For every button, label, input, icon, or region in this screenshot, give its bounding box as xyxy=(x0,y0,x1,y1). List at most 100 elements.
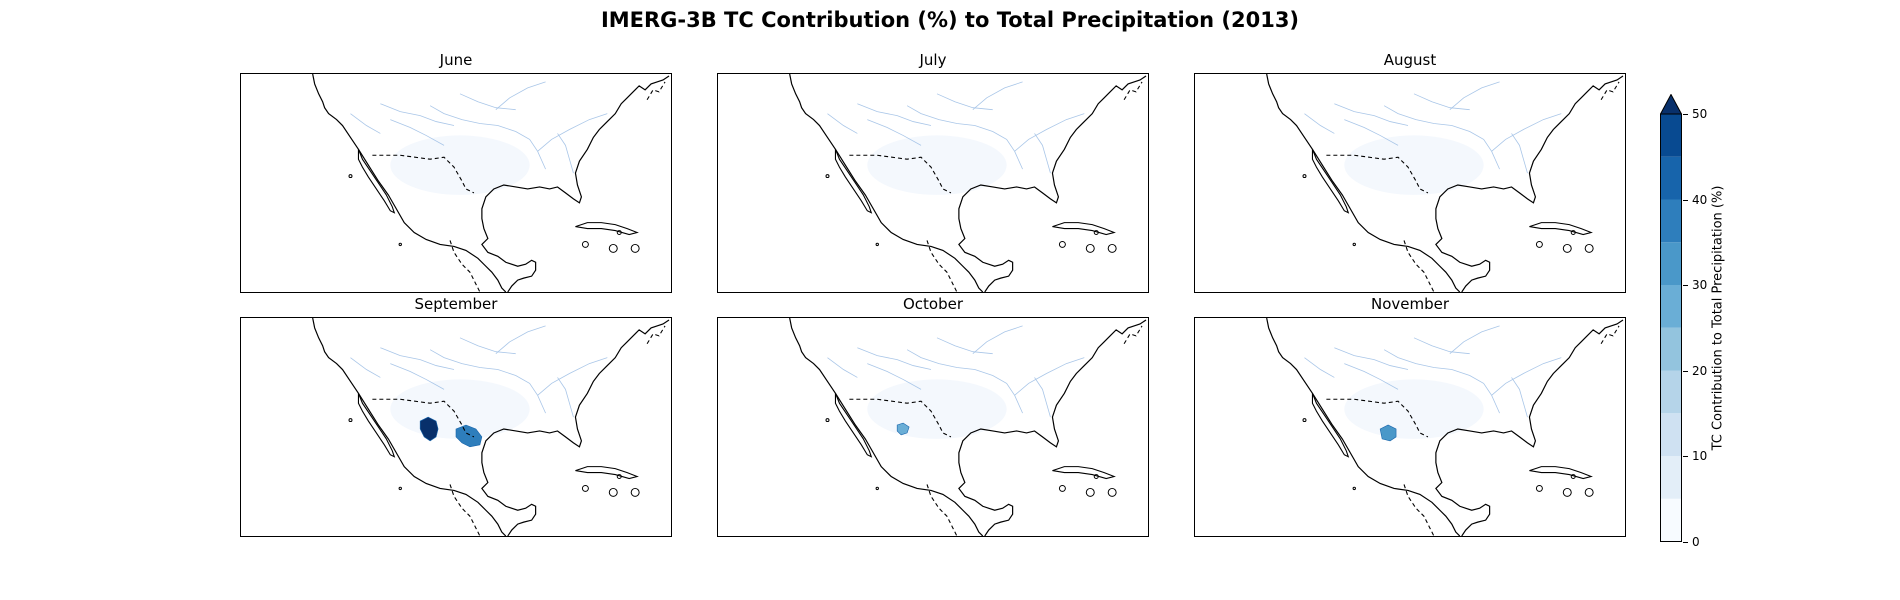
cuba-coastline xyxy=(1052,466,1116,480)
river-line xyxy=(557,133,574,174)
river-line xyxy=(1034,133,1051,174)
colorbar-segment xyxy=(1660,370,1682,414)
river-line xyxy=(972,325,1023,354)
island xyxy=(1352,486,1356,491)
river-line xyxy=(827,113,858,134)
coastline xyxy=(1266,74,1624,292)
panel-title-august: August xyxy=(1383,51,1437,69)
river-line xyxy=(1344,119,1399,146)
colorbar-segment xyxy=(1660,285,1682,328)
river-line xyxy=(429,105,546,170)
river-line xyxy=(1491,113,1562,152)
coastline xyxy=(312,318,670,536)
panel-title-november: November xyxy=(1370,295,1450,313)
river-line xyxy=(495,325,546,354)
island xyxy=(875,242,879,247)
basemap xyxy=(789,74,1147,292)
river-line xyxy=(1334,103,1409,126)
basemap xyxy=(312,74,670,292)
island xyxy=(825,418,830,423)
map-panel-august xyxy=(1194,73,1626,293)
precip-wash xyxy=(1344,379,1484,439)
coastline xyxy=(312,74,670,292)
colorbar-segment xyxy=(1660,327,1682,371)
island xyxy=(608,243,618,253)
colorbar-tick-mark xyxy=(1683,285,1688,286)
island xyxy=(1058,240,1066,248)
island xyxy=(1302,174,1307,179)
island xyxy=(1570,230,1576,236)
island xyxy=(398,486,402,491)
island xyxy=(1535,240,1543,248)
island xyxy=(1058,484,1066,492)
colorbar-segment xyxy=(1660,242,1682,285)
panel-title-june: June xyxy=(439,51,473,69)
river-line xyxy=(857,103,932,126)
island xyxy=(630,487,640,497)
baja-coastline xyxy=(1311,149,1350,214)
river-line xyxy=(1383,105,1500,170)
colorbar-segment xyxy=(1660,413,1682,456)
river-line xyxy=(1413,337,1470,355)
country-border xyxy=(1600,325,1620,345)
island xyxy=(1562,487,1572,497)
river-line xyxy=(390,363,445,390)
river-line xyxy=(380,347,455,370)
basemap xyxy=(789,318,1147,536)
river-line xyxy=(857,347,932,370)
river-line xyxy=(906,105,1023,170)
precip-wash xyxy=(390,135,530,195)
river-line xyxy=(1449,81,1500,110)
country-border xyxy=(1600,81,1620,101)
island xyxy=(398,242,402,247)
river-line xyxy=(380,103,455,126)
precip-wash xyxy=(1344,135,1484,195)
river-line xyxy=(1334,347,1409,370)
country-border xyxy=(1326,398,1435,536)
island xyxy=(581,240,589,248)
river-line xyxy=(1344,363,1399,390)
island xyxy=(825,174,830,179)
colorbar-segment xyxy=(1660,456,1682,499)
river-line xyxy=(906,349,1023,414)
colorbar-segment xyxy=(1660,156,1682,200)
river-line xyxy=(827,357,858,378)
river-line xyxy=(1304,113,1335,134)
tc-contribution-area xyxy=(455,424,483,448)
river-line xyxy=(1491,357,1562,396)
country-border xyxy=(1123,81,1143,101)
island xyxy=(581,484,589,492)
figure-title: IMERG-3B TC Contribution (%) to Total Pr… xyxy=(600,8,1300,32)
colorbar xyxy=(1660,94,1682,542)
river-line xyxy=(1014,357,1085,396)
cuba-coastline xyxy=(1052,222,1116,236)
cuba-coastline xyxy=(575,222,639,236)
panel-title-october: October xyxy=(902,295,964,313)
country-border xyxy=(1326,154,1435,292)
island xyxy=(608,487,618,497)
island xyxy=(1085,487,1095,497)
river-line xyxy=(537,113,608,152)
cuba-coastline xyxy=(1529,222,1593,236)
island xyxy=(1085,243,1095,253)
panel-title-september: September xyxy=(414,295,498,313)
map-panel-october xyxy=(717,317,1149,537)
panel-title-july: July xyxy=(919,51,947,69)
river-line xyxy=(557,377,574,418)
river-line xyxy=(1383,349,1500,414)
river-line xyxy=(350,113,381,134)
basemap xyxy=(312,318,670,536)
colorbar-segment xyxy=(1660,498,1682,542)
colorbar-tick-label: 30 xyxy=(1692,278,1708,292)
cuba-coastline xyxy=(575,466,639,480)
country-border xyxy=(646,325,666,345)
colorbar-tick-mark xyxy=(1683,370,1688,372)
river-line xyxy=(936,93,993,111)
river-line xyxy=(459,337,516,355)
river-line xyxy=(936,337,993,355)
river-line xyxy=(459,93,516,111)
coastline xyxy=(789,74,1147,292)
map-panel-june xyxy=(240,73,672,293)
island xyxy=(616,474,622,480)
river-line xyxy=(1014,113,1085,152)
